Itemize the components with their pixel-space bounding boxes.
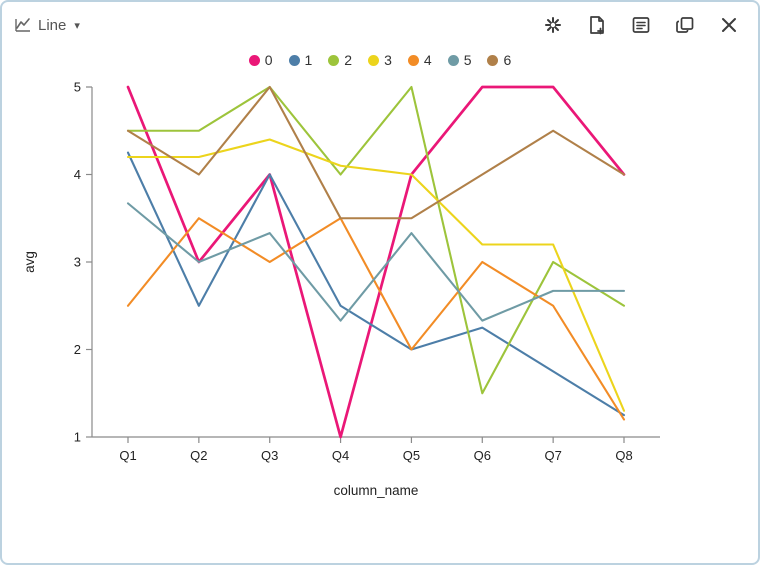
- series-line-1: [126, 151, 626, 417]
- legend-item[interactable]: 5: [447, 52, 472, 68]
- y-tick-label: 2: [74, 342, 81, 357]
- legend-item[interactable]: 0: [248, 52, 273, 68]
- chart-type-label: Line: [38, 16, 67, 34]
- series-line-6: [126, 85, 626, 220]
- legend-label: 4: [423, 52, 432, 68]
- y-tick-label: 1: [74, 430, 81, 445]
- duplicate-icon: [675, 15, 695, 35]
- legend-dot: [407, 54, 419, 66]
- x-tick-label: Q4: [332, 448, 349, 463]
- legend-item[interactable]: 3: [368, 52, 392, 68]
- x-tick-label: Q1: [119, 448, 136, 463]
- legend-item[interactable]: 1: [288, 52, 313, 68]
- x-tick-label: Q5: [403, 448, 420, 463]
- line-chart-svg: 1 2 3 4 5 Q1 Q2 Q3 Q4 Q5 Q6 Q7 Q8 avg column_name: [22, 80, 660, 498]
- x-tick-label: Q2: [190, 448, 207, 463]
- duplicate-button[interactable]: [674, 14, 696, 36]
- series-line-5: [126, 202, 626, 322]
- legend-dot: [328, 54, 340, 66]
- new-page-icon: [587, 15, 607, 35]
- y-axis-title: avg: [22, 251, 37, 273]
- close-button[interactable]: [718, 14, 740, 36]
- chart-type-selector[interactable]: Line ▾: [14, 16, 80, 34]
- x-tick-label: Q6: [474, 448, 491, 463]
- close-icon: [719, 15, 739, 35]
- new-page-button[interactable]: [586, 14, 608, 36]
- y-tick-label: 3: [74, 255, 81, 270]
- legend-label: 5: [463, 52, 472, 68]
- x-tick-label: Q3: [261, 448, 278, 463]
- line-chart-icon: [14, 16, 32, 34]
- y-tick-label: 4: [74, 167, 81, 182]
- legend-dot: [447, 54, 459, 66]
- legend-label: 0: [264, 52, 273, 68]
- legend-label: 6: [503, 52, 512, 68]
- table-icon: [631, 15, 651, 35]
- legend-label: 1: [304, 52, 313, 68]
- x-axis-title: column_name: [334, 483, 419, 498]
- legend-dot: [368, 54, 380, 66]
- legend-item[interactable]: 4: [407, 52, 432, 68]
- series-line-4: [126, 217, 626, 421]
- legend-item[interactable]: 6: [487, 52, 511, 68]
- legend-item[interactable]: 2: [328, 52, 352, 68]
- series-line-3: [126, 138, 626, 412]
- table-button[interactable]: [630, 14, 652, 36]
- snowflake-icon: [543, 15, 563, 35]
- chart-legend: 0 1 2 3 4 5 6: [2, 52, 758, 68]
- x-tick-label: Q7: [544, 448, 561, 463]
- widget-header: Line ▾: [2, 2, 758, 36]
- snowflake-button[interactable]: [542, 14, 564, 36]
- chart-area: 1 2 3 4 5 Q1 Q2 Q3 Q4 Q5 Q6 Q7 Q8 avg column_name: [2, 72, 758, 532]
- legend-label: 3: [384, 52, 392, 68]
- legend-label: 2: [344, 52, 353, 68]
- series-line-0: [126, 85, 626, 439]
- widget-actions: [542, 14, 740, 36]
- series-line-2: [126, 85, 626, 395]
- y-tick-label: 5: [74, 80, 81, 95]
- legend-dot: [487, 54, 499, 66]
- legend-dot: [288, 54, 300, 66]
- chevron-down-icon: ▾: [74, 19, 80, 32]
- legend-dot: [248, 54, 260, 66]
- x-tick-label: Q8: [615, 448, 632, 463]
